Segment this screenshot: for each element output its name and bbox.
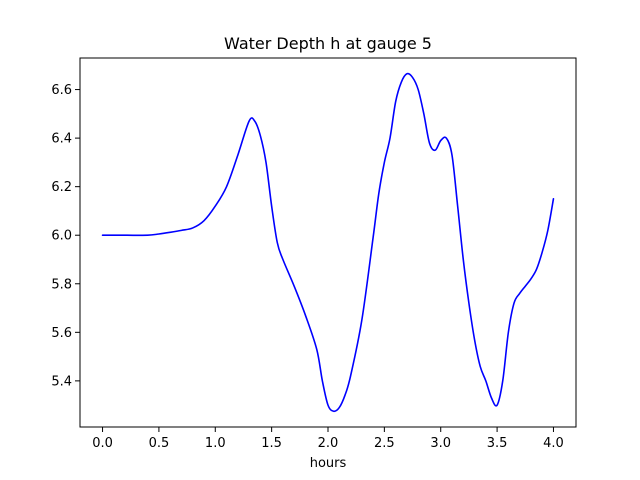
y-tick-label: 6.6: [51, 83, 72, 98]
series-layer: [101, 72, 555, 413]
x-tick-label: 0.5: [149, 436, 170, 451]
x-tick-label: 4.0: [543, 436, 564, 451]
y-tick-label: 6.4: [51, 132, 72, 147]
x-tick-label: 2.0: [318, 436, 339, 451]
x-axis-label: hours: [310, 456, 347, 471]
y-tick-label: 5.4: [51, 374, 72, 389]
x-axis-ticks: 0.0 0.5 1.0 1.5 2.0 2.5 3.0 3.5 4.0: [92, 427, 564, 451]
y-tick-label: 5.8: [51, 277, 72, 292]
x-tick-label: 0.0: [92, 436, 113, 451]
y-tick-label: 6.0: [51, 229, 72, 244]
x-tick-label: 1.0: [205, 436, 226, 451]
y-tick-label: 5.6: [51, 326, 72, 341]
series-line: [101, 72, 555, 413]
axes-frame: [79, 57, 577, 428]
y-axis-ticks: 5.4 5.6 5.8 6.0 6.2 6.4 6.6: [51, 83, 80, 389]
chart-title: Water Depth h at gauge 5: [224, 34, 432, 53]
x-tick-label: 3.5: [487, 436, 508, 451]
y-tick-label: 6.2: [51, 180, 72, 195]
x-tick-label: 3.0: [430, 436, 451, 451]
x-tick-label: 1.5: [261, 436, 282, 451]
x-tick-label: 2.5: [374, 436, 395, 451]
